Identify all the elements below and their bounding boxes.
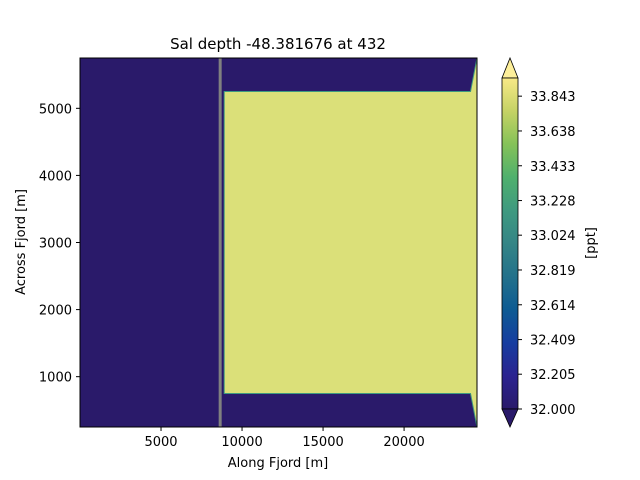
y-tick-label: 1000	[39, 371, 72, 386]
colorbar: 32.000 32.205 32.409 32.614 32.819 33.024 33.2…	[501, 56, 599, 428]
y-axis-label: Across Fjord [m]	[14, 189, 29, 295]
high-salinity-region	[223, 57, 478, 428]
x-axis-label: Along Fjord [m]	[228, 456, 328, 471]
colorbar-tick-label: 32.000	[530, 403, 576, 418]
x-tick-label: 15000	[302, 435, 343, 450]
colorbar-tick-label: 33.638	[530, 125, 576, 140]
colorbar-tick-label: 32.205	[530, 368, 576, 383]
colorbar-tick-label: 33.228	[530, 195, 576, 210]
colorbar-tick-label: 33.843	[530, 90, 576, 105]
colorbar-tick-label: 32.819	[530, 264, 576, 279]
x-tick-label: 5000	[144, 435, 177, 450]
y-tick-label: 3000	[39, 237, 72, 252]
colorbar-gradient	[501, 77, 519, 410]
colorbar-extend-low	[501, 408, 519, 428]
colorbar-tick-label: 32.409	[530, 334, 576, 349]
x-axis: 5000 10000 15000 20000	[144, 427, 425, 450]
y-axis: 1000 2000 3000 4000 5000	[39, 102, 80, 386]
x-tick-label: 10000	[221, 435, 262, 450]
y-tick-label: 4000	[39, 169, 72, 184]
y-tick-label: 5000	[39, 102, 72, 117]
x-tick-label: 20000	[383, 435, 424, 450]
chart-title: Sal depth -48.381676 at 432	[170, 35, 386, 53]
colorbar-tick-label: 32.614	[530, 299, 576, 314]
colorbar-tick-label: 33.024	[530, 229, 576, 244]
y-tick-label: 2000	[39, 304, 72, 319]
colorbar-extend-high	[501, 56, 519, 79]
colorbar-tick-label: 33.433	[530, 160, 576, 175]
plot-area	[79, 57, 478, 428]
colorbar-label: [ppt]	[584, 227, 599, 259]
colorbar-ticks: 32.000 32.205 32.409 32.614 32.819 33.024 33.2…	[518, 90, 576, 418]
